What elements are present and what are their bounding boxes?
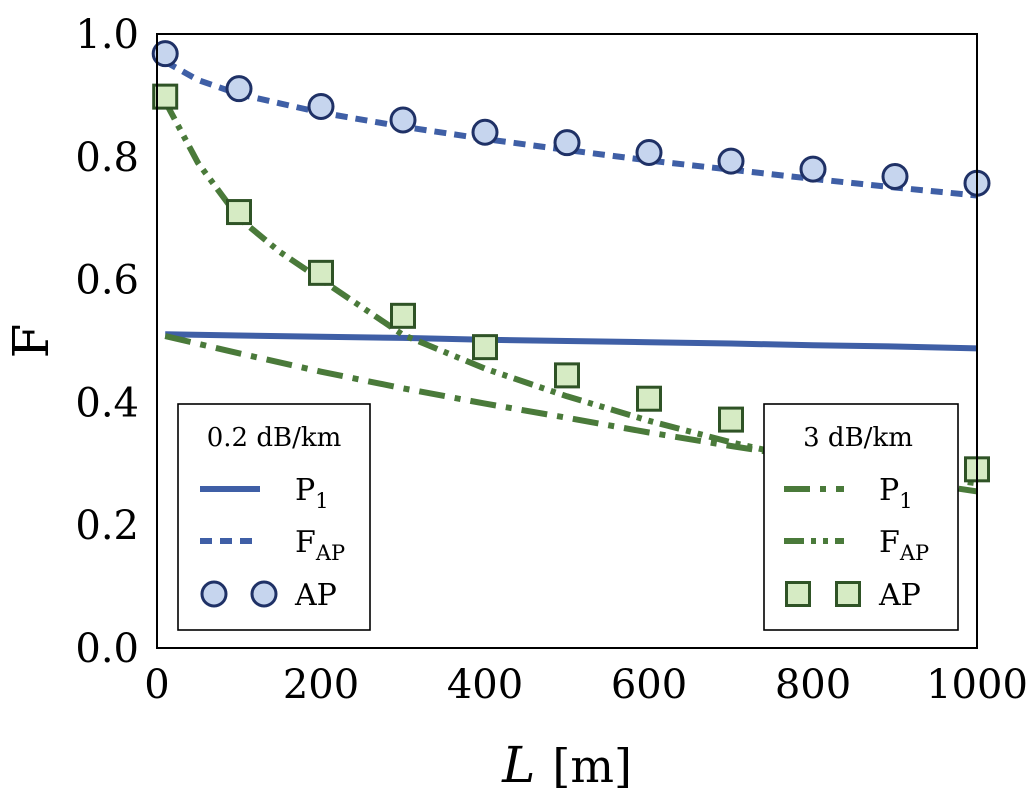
data-point-ap-02	[553, 129, 581, 157]
data-point-ap-3	[636, 385, 662, 412]
x-axis-label: L [m]	[501, 736, 632, 794]
data-point-ap-3	[152, 83, 179, 110]
x-tick-label: 1000	[926, 662, 1028, 708]
legend-item-p1-3: P1	[784, 473, 913, 513]
legend-item-fap-3: FAP	[784, 525, 929, 565]
legend-swatch	[785, 581, 811, 607]
legend-label: AP	[294, 578, 337, 613]
x-tick-label: 200	[283, 662, 359, 708]
legend-title: 3 dB/km	[803, 423, 913, 453]
legend-item-ap-3: AP	[785, 578, 921, 613]
y-tick-label: 0.0	[75, 626, 139, 672]
data-point-ap-3	[226, 199, 252, 226]
y-tick-label: 1.0	[75, 12, 139, 58]
legend-item-p1-02: P1	[200, 473, 329, 513]
y-tick-label: 0.4	[75, 380, 139, 426]
x-tick-label: 0	[144, 662, 169, 708]
legend-label: P1	[879, 473, 913, 513]
y-axis-label: F	[2, 324, 60, 359]
x-tick-label: 600	[611, 662, 687, 708]
legend-title: 0.2 dB/km	[207, 423, 342, 453]
data-point-ap-02	[881, 162, 909, 190]
data-point-ap-02	[799, 155, 827, 183]
y-tick-label: 0.6	[75, 258, 139, 304]
data-point-ap-02	[471, 118, 499, 146]
legend-swatch	[835, 581, 861, 607]
legend-label: FAP	[879, 525, 929, 565]
legend-label: P1	[295, 473, 329, 513]
y-tick-label: 0.8	[75, 135, 139, 181]
series-line-p1-02	[165, 331, 977, 352]
data-point-ap-3	[390, 302, 416, 329]
legend-0-2-db-km: 0.2 dB/km P1 FAP AP	[177, 403, 371, 631]
x-axis-unit: [m]	[552, 739, 632, 793]
data-point-ap-02	[717, 147, 745, 175]
legend-label: AP	[878, 578, 921, 613]
legend-item-fap-02: FAP	[200, 525, 345, 565]
data-point-ap-02	[151, 40, 179, 68]
plot-frame	[156, 33, 978, 649]
data-point-ap-02	[635, 139, 663, 167]
data-point-ap-02	[389, 106, 417, 134]
data-point-ap-3	[554, 362, 580, 389]
x-tick-label: 800	[775, 662, 851, 708]
legend-3-db-km: 3 dB/km P1 FAP AP	[763, 403, 959, 631]
marker-layer	[151, 40, 991, 483]
y-axis-ticks: 0.0 0.2 0.4 0.6 0.8 1.0	[75, 12, 139, 672]
data-point-ap-02	[225, 75, 253, 103]
legend-label: FAP	[295, 525, 345, 565]
y-tick-label: 0.2	[75, 503, 139, 549]
x-tick-label: 400	[447, 662, 523, 708]
legend-swatch	[200, 580, 228, 608]
legend-item-ap-02: AP	[200, 578, 337, 613]
data-point-ap-3	[718, 406, 744, 433]
x-axis-variable: L	[501, 736, 535, 794]
data-point-ap-02	[307, 92, 335, 120]
data-point-ap-3	[308, 259, 334, 286]
legend-swatch	[250, 580, 278, 608]
data-point-ap-3	[472, 334, 498, 361]
x-axis-ticks: 0 200 400 600 800 1000	[144, 662, 1028, 708]
